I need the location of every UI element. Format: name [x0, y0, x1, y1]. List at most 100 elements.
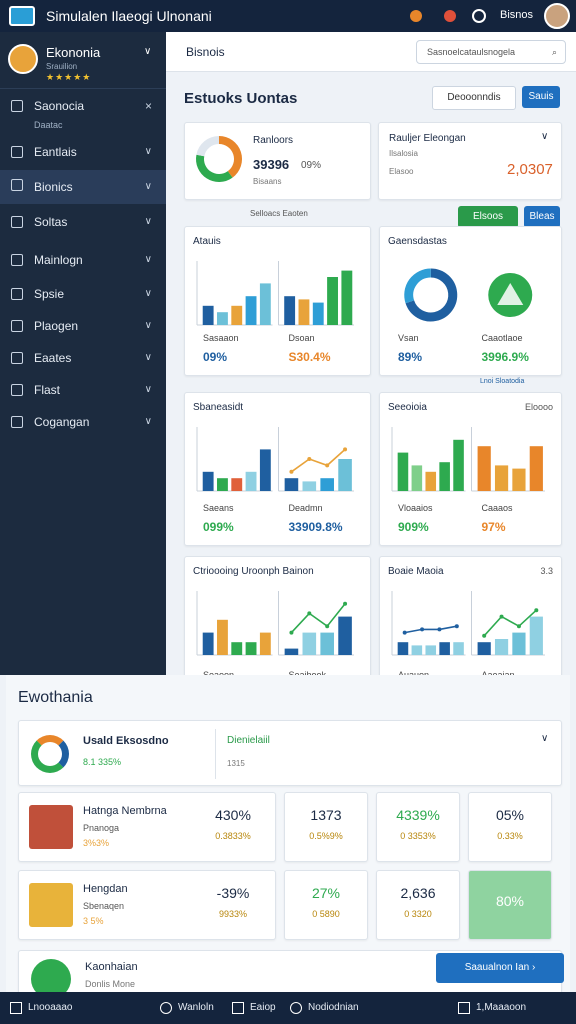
footer-icon[interactable] [160, 1002, 172, 1014]
settings-icon[interactable] [472, 9, 486, 23]
link[interactable]: Lnoi Sloatodia [480, 378, 525, 385]
row-sub: Pnanoga [83, 823, 120, 833]
bar [202, 632, 214, 655]
profile-avatar [8, 44, 38, 74]
user-name[interactable]: Bisnos [500, 9, 534, 21]
stat-sub: 0.33% [497, 831, 523, 841]
bar [411, 645, 423, 655]
bar [245, 471, 257, 491]
bar [302, 481, 317, 491]
footer-label[interactable]: 1,Maaaoon [476, 1002, 527, 1013]
stat-value: 430% [215, 807, 251, 823]
action-button[interactable]: Saaualnon Ian › [436, 953, 564, 983]
stat-sub: 9933% [218, 909, 248, 919]
bar [259, 632, 271, 655]
stat-value: 05% [495, 807, 525, 823]
profile-chevron[interactable]: ∨ [144, 46, 152, 57]
sidebar-item[interactable]: Mainlogn ∨ [0, 245, 166, 275]
search-box[interactable]: Sasnoelcataulsnogela ⌕ [416, 40, 566, 64]
bar [284, 296, 296, 325]
sidebar-sub-item[interactable]: Daatac [34, 120, 63, 130]
alert-icon[interactable] [444, 10, 456, 22]
chevron[interactable]: ∨ [541, 131, 549, 142]
sidebar-item[interactable]: Cogangan ∨ [0, 407, 166, 437]
footer-icon[interactable] [458, 1002, 470, 1014]
sidebar-label: Eaates [34, 351, 72, 365]
app-title: Simulalen Ilaeogi Ulnonani [46, 8, 212, 24]
notification-icon[interactable] [410, 10, 422, 22]
feature-icon [31, 735, 69, 773]
stat-value: -39% [216, 885, 250, 901]
bar [477, 446, 491, 491]
row-sub: Sbenaqen [83, 901, 125, 911]
panel-title: Boaie Maoia [388, 566, 444, 577]
sidebar-label: Saonocia [34, 99, 85, 113]
bar [312, 302, 324, 325]
summary-sub: Elasoo [389, 167, 414, 176]
sidebar-item[interactable]: Eantlais ∨ [0, 137, 166, 167]
trend-point [482, 633, 487, 638]
sidebar-item[interactable]: Eaates ∨ [0, 343, 166, 373]
tab-title[interactable]: Bisnois [186, 45, 225, 59]
bar [338, 616, 352, 655]
footer-label[interactable]: Eaiop [250, 1002, 276, 1013]
chart-panel: Gaensdastas Vsan 89% Caaotlaoe 3996.9% [379, 226, 562, 376]
summary-donut [196, 136, 242, 182]
icon [11, 100, 23, 112]
blue-button[interactable]: Bleas [524, 206, 560, 228]
chevron: ∨ [144, 254, 152, 265]
sidebar-item[interactable]: Plaogen ∨ [0, 311, 166, 341]
footer-icon[interactable] [10, 1002, 22, 1014]
bar [425, 471, 437, 491]
stat-value: 4339% [396, 807, 440, 823]
donut-segment [405, 268, 458, 322]
sidebar-label: Eantlais [34, 145, 77, 159]
bar [494, 465, 509, 491]
panel-label: Dsoan [288, 333, 315, 343]
footer-icon[interactable] [232, 1002, 244, 1014]
primary-button[interactable]: Sauis [522, 86, 560, 108]
panel-label: Caaotlaoe [481, 333, 523, 343]
stat-value: 1373 [310, 807, 342, 823]
footer-icon[interactable] [290, 1002, 302, 1014]
panel-label: Caaaos [481, 503, 513, 513]
filter-label[interactable]: Selloacs Eaoten [250, 209, 308, 218]
chevron: ∨ [144, 216, 152, 227]
footer-label[interactable]: Nodiodnian [308, 1002, 359, 1013]
sidebar-item[interactable]: Saonocia × [0, 91, 166, 121]
secondary-button[interactable]: Deooonndis [432, 86, 516, 110]
sidebar-item[interactable]: Flast ∨ [0, 375, 166, 405]
divider [0, 88, 166, 89]
bar [284, 478, 299, 491]
sidebar-item[interactable]: Spsie ∨ [0, 279, 166, 309]
chevron[interactable]: ∨ [541, 733, 549, 744]
chevron: ∨ [144, 146, 152, 157]
avatar[interactable] [544, 3, 570, 29]
stat-value: 2,636 [400, 885, 436, 901]
mini-charts [196, 591, 354, 656]
bar [259, 283, 271, 325]
trend-point [343, 447, 348, 452]
panel-value: 099% [203, 520, 234, 534]
sidebar: Ekononia Srauilion ★★★★★ ∨ Saonocia × Eant… [0, 32, 166, 675]
footer-label[interactable]: Lnooaaao [28, 1002, 73, 1013]
panel-title: Ctrioooing Uroonph Bainon [193, 566, 314, 577]
trend-point [307, 457, 312, 461]
icon [11, 179, 23, 191]
bar [202, 305, 214, 325]
bar [245, 642, 257, 655]
feature-side-title: Dienielaiil [227, 735, 270, 746]
stat-sub: 0 3353% [400, 831, 436, 841]
stat-sub: 0.3833% [215, 831, 251, 841]
row-card: Hatnga Nembrna Pnanoga 3%3% 430% 0.3833% [18, 792, 276, 862]
green-button[interactable]: Elsoos [458, 206, 518, 228]
panel-title: Atauis [193, 236, 221, 247]
donut-segment [404, 268, 432, 304]
trend-point [325, 463, 330, 468]
sidebar-item[interactable]: Bionics ∨ [0, 170, 166, 204]
logo[interactable] [9, 6, 35, 26]
row-name: Hatnga Nembrna [83, 805, 167, 817]
sidebar-item[interactable]: Soltas ∨ [0, 207, 166, 237]
footer-label[interactable]: Wanloln [178, 1002, 214, 1013]
